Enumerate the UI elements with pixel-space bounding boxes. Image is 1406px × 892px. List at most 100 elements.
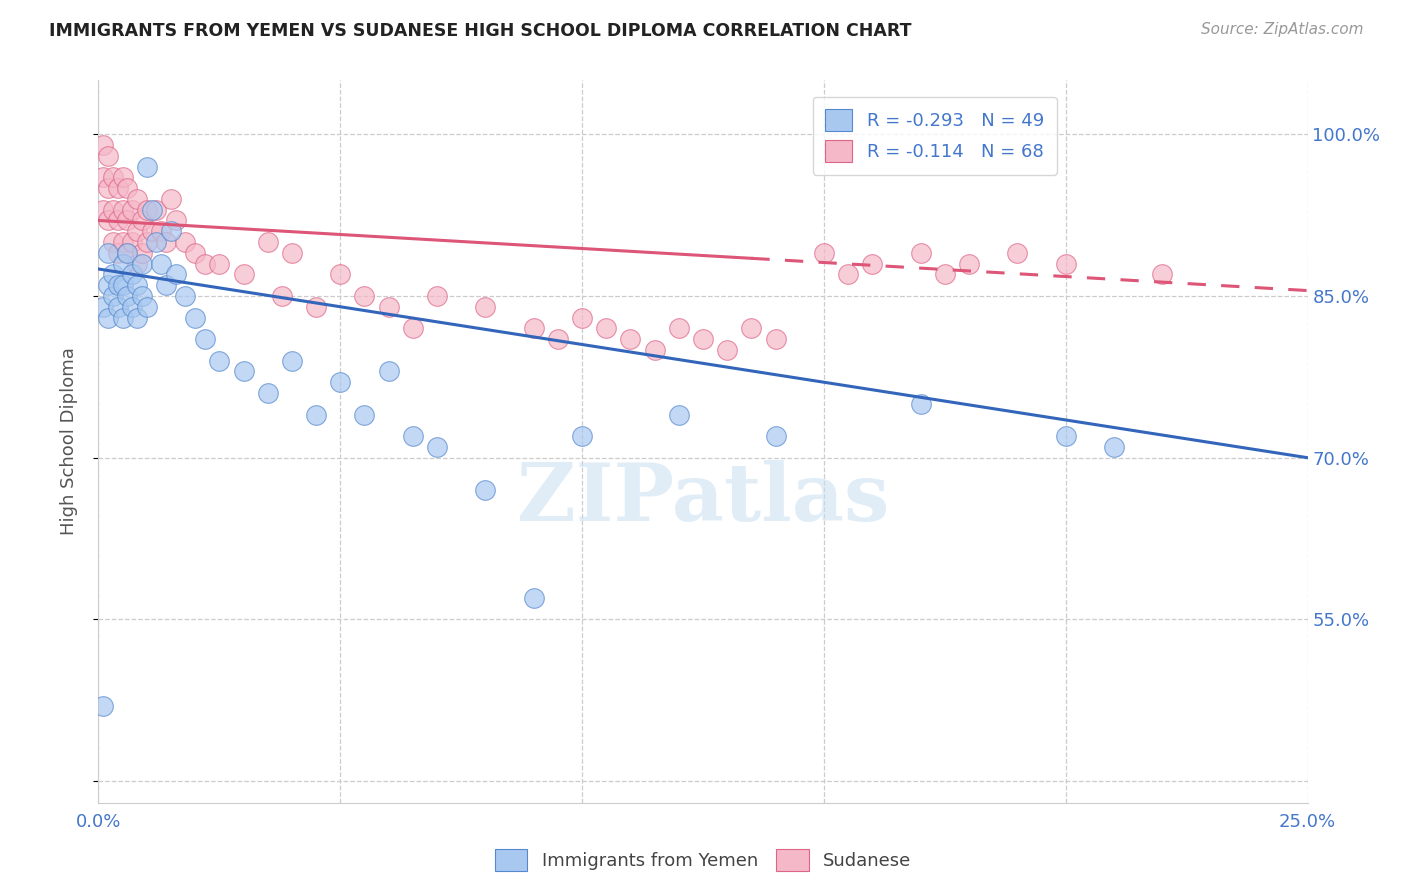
Point bbox=[155, 235, 177, 249]
Point bbox=[97, 181, 120, 195]
Point bbox=[111, 170, 134, 185]
Point bbox=[232, 268, 254, 282]
Point bbox=[353, 408, 375, 422]
Point bbox=[523, 321, 546, 335]
Point bbox=[174, 289, 197, 303]
Point bbox=[523, 591, 546, 605]
Point bbox=[474, 300, 496, 314]
Point bbox=[174, 235, 197, 249]
Point bbox=[329, 268, 352, 282]
Point bbox=[155, 278, 177, 293]
Point bbox=[117, 213, 139, 227]
Point bbox=[329, 376, 352, 390]
Text: Source: ZipAtlas.com: Source: ZipAtlas.com bbox=[1201, 22, 1364, 37]
Point bbox=[813, 245, 835, 260]
Point bbox=[271, 289, 294, 303]
Point bbox=[107, 300, 129, 314]
Point bbox=[97, 149, 120, 163]
Point bbox=[1054, 429, 1077, 443]
Point bbox=[101, 235, 124, 249]
Y-axis label: High School Diploma: High School Diploma bbox=[59, 348, 77, 535]
Point bbox=[426, 289, 449, 303]
Point bbox=[111, 278, 134, 293]
Point bbox=[571, 429, 593, 443]
Point bbox=[644, 343, 666, 357]
Point bbox=[131, 257, 153, 271]
Point bbox=[184, 310, 207, 325]
Point bbox=[131, 245, 153, 260]
Point bbox=[91, 698, 114, 713]
Point bbox=[232, 364, 254, 378]
Point bbox=[111, 310, 134, 325]
Point bbox=[127, 278, 149, 293]
Point bbox=[111, 235, 134, 249]
Point bbox=[117, 245, 139, 260]
Point bbox=[141, 202, 163, 217]
Legend: R = -0.293   N = 49, R = -0.114   N = 68: R = -0.293 N = 49, R = -0.114 N = 68 bbox=[813, 96, 1057, 175]
Point bbox=[107, 181, 129, 195]
Point bbox=[1102, 440, 1125, 454]
Point bbox=[1007, 245, 1029, 260]
Point bbox=[619, 332, 641, 346]
Point bbox=[107, 278, 129, 293]
Point bbox=[910, 245, 932, 260]
Text: IMMIGRANTS FROM YEMEN VS SUDANESE HIGH SCHOOL DIPLOMA CORRELATION CHART: IMMIGRANTS FROM YEMEN VS SUDANESE HIGH S… bbox=[49, 22, 911, 40]
Point bbox=[135, 300, 157, 314]
Point bbox=[145, 235, 167, 249]
Point bbox=[547, 332, 569, 346]
Point bbox=[692, 332, 714, 346]
Point bbox=[353, 289, 375, 303]
Point bbox=[121, 268, 143, 282]
Point bbox=[281, 245, 304, 260]
Point bbox=[150, 257, 173, 271]
Point bbox=[127, 224, 149, 238]
Point bbox=[402, 429, 425, 443]
Point bbox=[165, 268, 187, 282]
Point bbox=[97, 245, 120, 260]
Point bbox=[1152, 268, 1174, 282]
Point bbox=[117, 289, 139, 303]
Point bbox=[135, 202, 157, 217]
Point bbox=[281, 353, 304, 368]
Point bbox=[571, 310, 593, 325]
Point bbox=[256, 235, 278, 249]
Point bbox=[127, 257, 149, 271]
Point bbox=[121, 235, 143, 249]
Point bbox=[957, 257, 980, 271]
Point bbox=[91, 202, 114, 217]
Point bbox=[934, 268, 956, 282]
Point bbox=[740, 321, 762, 335]
Point bbox=[135, 235, 157, 249]
Point bbox=[91, 170, 114, 185]
Point bbox=[184, 245, 207, 260]
Point bbox=[860, 257, 883, 271]
Point bbox=[101, 268, 124, 282]
Point bbox=[127, 192, 149, 206]
Point bbox=[101, 170, 124, 185]
Point bbox=[595, 321, 617, 335]
Point bbox=[1054, 257, 1077, 271]
Point bbox=[97, 213, 120, 227]
Point bbox=[194, 257, 217, 271]
Text: ZIPatlas: ZIPatlas bbox=[517, 460, 889, 539]
Point bbox=[256, 386, 278, 401]
Point bbox=[141, 224, 163, 238]
Point bbox=[111, 202, 134, 217]
Point bbox=[131, 289, 153, 303]
Point bbox=[150, 224, 173, 238]
Point bbox=[121, 300, 143, 314]
Point bbox=[377, 300, 399, 314]
Point bbox=[910, 397, 932, 411]
Point bbox=[668, 408, 690, 422]
Point bbox=[145, 202, 167, 217]
Point bbox=[668, 321, 690, 335]
Point bbox=[402, 321, 425, 335]
Point bbox=[127, 310, 149, 325]
Point bbox=[97, 278, 120, 293]
Legend: Immigrants from Yemen, Sudanese: Immigrants from Yemen, Sudanese bbox=[488, 842, 918, 879]
Point bbox=[837, 268, 859, 282]
Point bbox=[426, 440, 449, 454]
Point bbox=[474, 483, 496, 497]
Point bbox=[716, 343, 738, 357]
Point bbox=[101, 202, 124, 217]
